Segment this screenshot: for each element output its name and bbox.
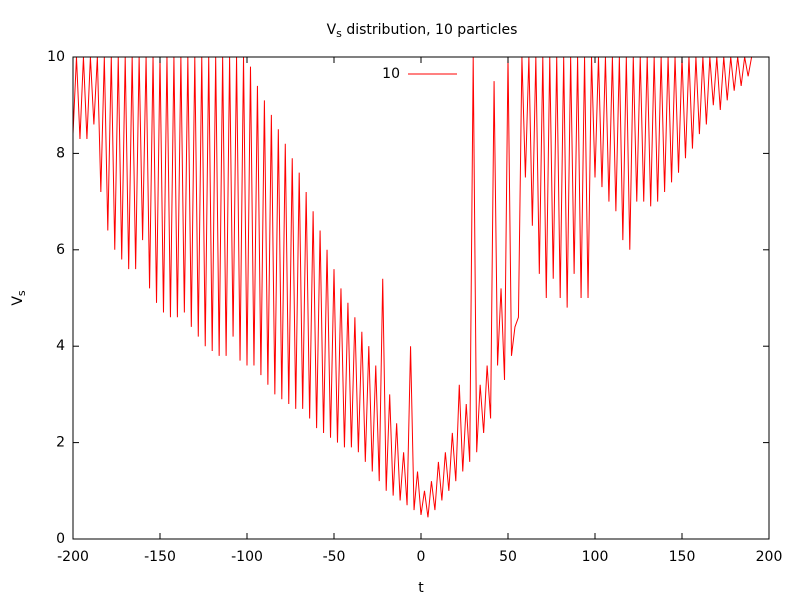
- y-tick-label: 10: [47, 49, 65, 65]
- x-axis-label: t: [418, 580, 424, 596]
- ylabel-sub: s: [15, 290, 28, 296]
- y-tick-label: 4: [56, 338, 65, 354]
- y-axis-label: Vs: [10, 290, 28, 306]
- x-tick-label: -150: [144, 549, 176, 565]
- x-tick-label: 0: [417, 549, 426, 565]
- plot-area: [72, 56, 753, 518]
- title-rest: distribution, 10 particles: [342, 22, 518, 38]
- y-tick-label: 8: [56, 145, 65, 161]
- chart-title: Vs distribution, 10 particles: [327, 22, 518, 40]
- y-tick-label: 0: [56, 531, 65, 547]
- y-tick-label: 2: [56, 435, 65, 451]
- x-tick-label: -200: [57, 549, 89, 565]
- y-tick-label: 6: [56, 242, 65, 258]
- x-tick-label: 100: [582, 549, 609, 565]
- x-tick-label: 200: [756, 549, 783, 565]
- x-tick-label: 50: [499, 549, 517, 565]
- title-main: V: [327, 22, 337, 38]
- title-sub: s: [336, 27, 342, 40]
- data-line: [72, 56, 753, 518]
- x-tick-label: 150: [669, 549, 696, 565]
- x-tick-label: -100: [231, 549, 263, 565]
- ylabel-main: V: [10, 296, 26, 306]
- legend-label: 10: [382, 66, 400, 82]
- x-tick-label: -50: [323, 549, 346, 565]
